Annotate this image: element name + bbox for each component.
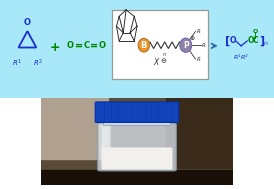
Text: $R^1$: $R^1$ — [12, 58, 22, 69]
Text: O: O — [66, 41, 73, 50]
Text: X: X — [153, 58, 159, 67]
FancyBboxPatch shape — [112, 10, 208, 79]
Text: P: P — [183, 41, 189, 50]
Text: R: R — [202, 43, 206, 48]
Text: +: + — [50, 41, 60, 54]
Text: [: [ — [225, 36, 230, 46]
Ellipse shape — [180, 38, 192, 52]
FancyBboxPatch shape — [104, 120, 170, 126]
Text: $R^2$: $R^2$ — [240, 53, 249, 62]
Ellipse shape — [106, 167, 168, 170]
Bar — [41, 170, 233, 185]
Text: ⊖: ⊖ — [160, 58, 166, 64]
Text: O: O — [230, 36, 236, 45]
Bar — [41, 98, 108, 159]
Text: n: n — [163, 52, 166, 57]
Text: O: O — [98, 41, 105, 50]
Text: R: R — [197, 29, 201, 34]
Text: ⊕: ⊕ — [189, 36, 195, 41]
Text: C: C — [253, 36, 259, 45]
Text: R: R — [197, 57, 201, 61]
Text: O: O — [247, 36, 254, 45]
Bar — [166, 98, 233, 168]
Text: O: O — [24, 18, 31, 27]
Text: $R^2$: $R^2$ — [33, 58, 43, 69]
Text: B: B — [141, 41, 147, 50]
Text: O: O — [253, 29, 258, 34]
FancyBboxPatch shape — [98, 123, 176, 171]
FancyBboxPatch shape — [101, 125, 111, 169]
Text: =: = — [90, 41, 98, 51]
FancyBboxPatch shape — [101, 147, 173, 170]
FancyBboxPatch shape — [95, 102, 179, 122]
Text: C: C — [83, 41, 89, 50]
Text: n: n — [264, 41, 268, 46]
Text: ]: ] — [259, 36, 264, 46]
Text: $R^1$: $R^1$ — [233, 53, 242, 62]
Text: =: = — [75, 41, 83, 51]
Ellipse shape — [138, 38, 150, 52]
